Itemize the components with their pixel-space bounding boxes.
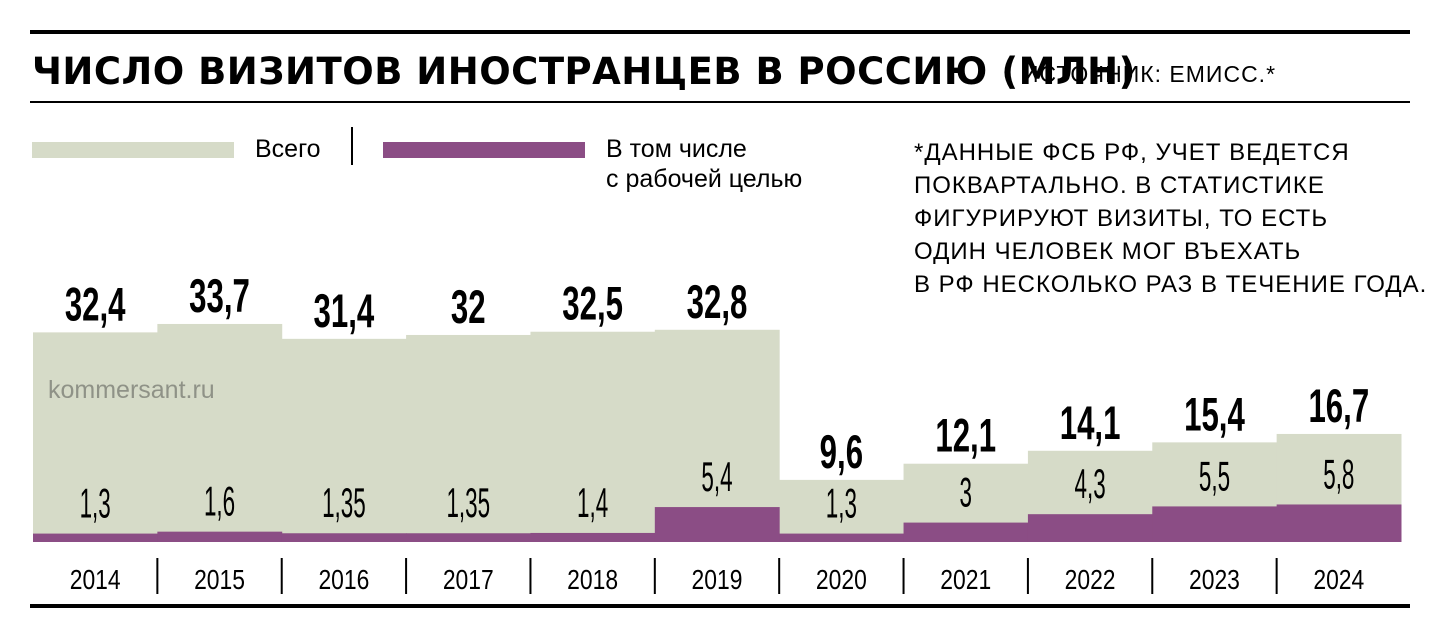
footnote-line: ФИГУРИРУЮТ ВИЗИТЫ, ТО ЕСТЬ [914,205,1329,232]
x-axis-divider [529,558,532,594]
bar-total [406,334,531,542]
x-tick-label: 2017 [443,565,494,596]
work-value-label: 5,4 [701,455,732,501]
bar-work [1027,514,1153,542]
bar-work [1152,506,1278,542]
work-value-label: 5,5 [1199,454,1230,500]
x-axis-divider [778,558,781,594]
total-value-label: 12,1 [935,410,996,462]
work-value-label: 5,8 [1323,452,1354,498]
bar-work [281,533,407,542]
legend-work-label-line1: В том числе [606,135,747,163]
x-axis-divider [1151,558,1154,594]
bar-work [406,533,531,542]
work-value-label: 1,3 [826,482,857,528]
x-tick-label: 2015 [194,565,245,596]
x-tick-label: 2023 [1189,565,1240,596]
legend-work-label-line2: с рабочей целью [606,165,803,193]
top-rule [30,30,1410,34]
bar-work [33,533,158,542]
bar-total [157,323,283,542]
x-axis-tick-labels: 2014 2015 2016 2017 2018 2019 2020 2021 2022 2023… [70,565,1365,596]
work-value-labels: 1,3 1,6 1,35 1,35 1,4 5,4 1,3 3 4,3 5,5 5,8 [80,452,1355,527]
work-value-label: 1,35 [322,481,366,527]
bar-total [779,479,905,542]
footnote: *ДАННЫЕ ФСБ РФ, УЧЕТ ВЕДЕТСЯ ПОКВАРТАЛЬН… [914,136,1427,301]
legend-total-label: Всего [255,135,321,163]
bar-work [530,532,656,542]
footnote-line: ПОКВАРТАЛЬНО. В СТАТИСТИКЕ [914,172,1325,199]
chart-title: ЧИСЛО ВИЗИТОВ ИНОСТРАНЦЕВ В РОССИЮ (МЛН) [32,50,1137,93]
work-value-label: 3 [959,471,971,517]
total-value-label: 32,4 [65,279,126,331]
work-value-label: 4,3 [1074,462,1105,508]
x-tick-label: 2014 [70,565,121,596]
bar-total [654,329,780,542]
legend-divider [351,127,353,165]
x-axis-divider [1026,558,1029,594]
work-value-label: 1,35 [446,481,490,527]
total-value-label: 33,7 [189,271,250,323]
bar-work [903,522,1029,542]
footnote-line: ОДИН ЧЕЛОВЕК МОГ ВЪЕХАТЬ [914,238,1302,265]
total-value-label: 31,4 [314,286,375,338]
bar-work [654,507,780,542]
total-value-label: 32,5 [562,278,623,330]
x-tick-label: 2022 [1065,565,1116,596]
bar-total [530,331,656,542]
x-axis-divider [902,558,905,594]
total-value-label: 16,7 [1308,381,1369,433]
title-underline [30,101,1410,103]
legend-total-swatch [32,142,234,158]
x-axis-dividers [156,558,1278,594]
bar-work [157,531,283,542]
x-axis-divider [405,558,408,594]
work-value-label: 1,3 [80,482,111,528]
work-bars-group [33,504,1402,542]
x-axis-divider [653,558,656,594]
watermark: kommersant.ru [48,376,215,404]
x-tick-label: 2024 [1313,565,1364,596]
x-axis-divider [156,558,159,594]
total-value-labels: 32,4 33,7 31,4 32 32,5 32,8 9,6 12,1 14,1 15,4 16,… [65,271,1369,479]
bar-work [779,533,905,542]
bar-total [281,338,407,542]
x-tick-label: 2020 [816,565,867,596]
bar-total [33,332,158,542]
x-tick-label: 2019 [692,565,743,596]
legend-work-swatch [383,142,585,158]
total-value-label: 32,8 [687,276,748,328]
x-tick-label: 2021 [940,565,991,596]
x-axis-divider [280,558,283,594]
footnote-line: *ДАННЫЕ ФСБ РФ, УЧЕТ ВЕДЕТСЯ [914,139,1350,166]
x-axis-divider [1275,558,1278,594]
total-value-label: 9,6 [820,427,863,479]
chart-source: ИСТОЧНИК: ЕМИСС.* [1022,61,1277,87]
x-tick-label: 2018 [567,565,618,596]
total-value-label: 15,4 [1184,389,1245,441]
work-value-label: 1,4 [577,481,608,527]
work-value-label: 1,6 [204,480,235,526]
total-value-label: 14,1 [1060,397,1121,449]
bottom-rule [30,604,1410,608]
bar-work [1276,504,1402,542]
footnote-line: В РФ НЕСКОЛЬКО РАЗ В ТЕЧЕНИЕ ГОДА. [914,271,1428,298]
x-tick-label: 2016 [318,565,369,596]
total-value-label: 32 [451,282,486,334]
